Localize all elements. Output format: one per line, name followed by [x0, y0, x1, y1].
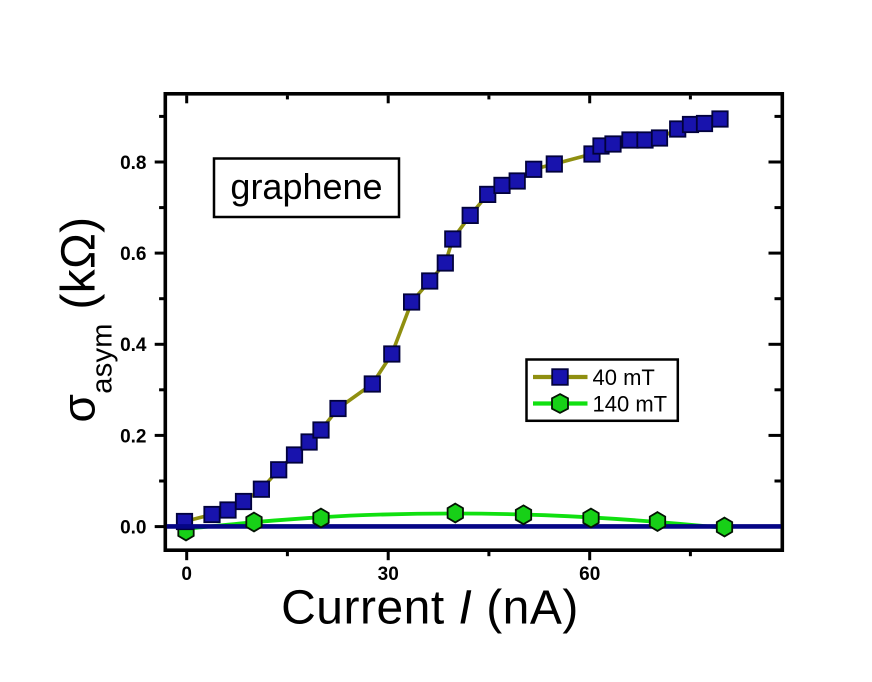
svg-text:0.2: 0.2: [120, 426, 146, 447]
svg-text:30: 30: [378, 564, 399, 585]
svg-text:60: 60: [579, 564, 600, 585]
svg-text:0.4: 0.4: [120, 335, 147, 356]
svg-text:0: 0: [181, 564, 192, 585]
svg-text:140 mT: 140 mT: [593, 392, 668, 417]
svg-text:0.8: 0.8: [120, 153, 146, 174]
svg-text:40 mT: 40 mT: [593, 365, 655, 390]
svg-text:graphene: graphene: [230, 166, 382, 207]
svg-text:Current I (nA): Current I (nA): [281, 582, 579, 635]
svg-text:0.0: 0.0: [120, 518, 146, 539]
svg-text:0.6: 0.6: [120, 244, 146, 265]
